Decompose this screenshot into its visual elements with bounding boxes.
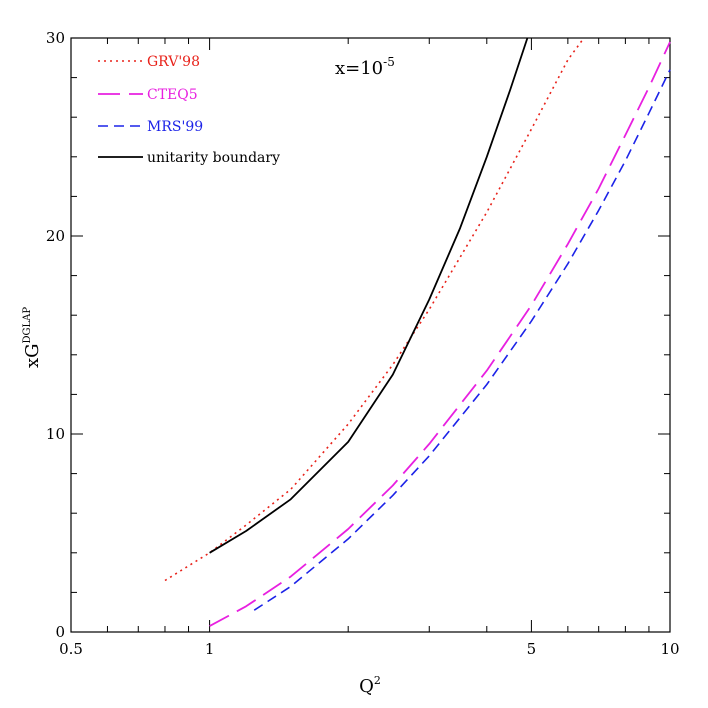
series-layer	[164, 37, 671, 627]
legend-label: unitarity boundary	[147, 150, 280, 166]
legend-label: CTEQ5	[147, 87, 198, 103]
series-line-cteq5	[209, 41, 671, 627]
annotation-x-value: x=10-5	[335, 55, 395, 79]
x-tick-label: 5	[527, 640, 537, 658]
x-tick-label: 0.5	[59, 640, 83, 658]
series-line-unitarity-boundary	[209, 37, 529, 554]
plot-frame	[70, 37, 671, 633]
x-tick-label: 1	[205, 640, 215, 658]
x-tick-label: 10	[660, 640, 679, 658]
legend-label: MRS'99	[147, 119, 203, 135]
y-axis-title: xGDGLAP	[22, 307, 43, 368]
x-axis-title: Q2	[359, 674, 381, 697]
y-tick-label: 20	[46, 227, 65, 245]
y-tick-label: 10	[46, 425, 65, 443]
legend: GRV'98 CTEQ5 MRS'99 unitarity boundary	[98, 54, 280, 166]
axis-ticks: 0.5 1 5 10 0 10 20 30	[46, 29, 680, 658]
y-tick-label: 0	[55, 623, 65, 641]
legend-label: GRV'98	[147, 54, 200, 70]
y-tick-label: 30	[46, 29, 65, 47]
series-line-grv-98	[164, 37, 585, 582]
series-line-mrs-99	[253, 69, 671, 611]
